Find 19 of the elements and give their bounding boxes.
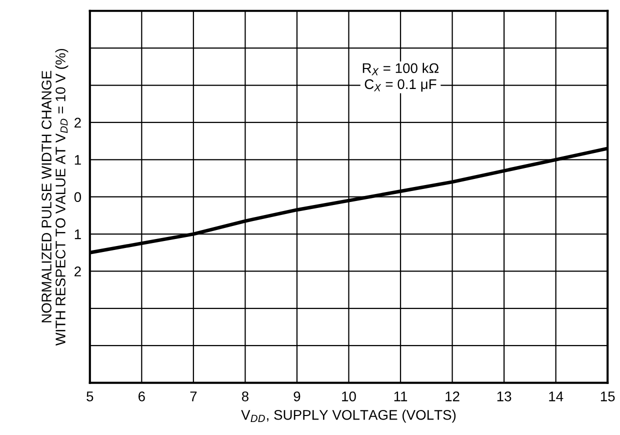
x-axis-title: V$_{DD}$, SUPPLY VOLTAGE (VOLTS) bbox=[241, 410, 456, 423]
x-tick-label: 7 bbox=[190, 392, 197, 402]
y-axis-title: NORMALIZED PULSE WIDTH CHANGE WITH RESPECT TO VALUE AT V$_{DD}$ = 10 V (%) bbox=[42, 48, 68, 346]
x-tick-label: 10 bbox=[342, 392, 356, 402]
y-tick-label: 0 bbox=[74, 192, 82, 202]
y-tick-label: 1 bbox=[74, 230, 81, 240]
x-tick-label: 12 bbox=[446, 392, 460, 402]
x-tick-label: 5 bbox=[86, 392, 94, 402]
y-tick-label: 2 bbox=[74, 118, 81, 128]
x-tick-label: 13 bbox=[497, 392, 512, 402]
x-tick-label: 6 bbox=[138, 392, 145, 402]
x-tick-label: 14 bbox=[549, 392, 564, 402]
x-tick-label: 15 bbox=[600, 392, 615, 402]
annotation: R$_{X}$ = 100 kΩ C$_{X}$ = 0.1 μF bbox=[362, 62, 439, 92]
x-tick-label: 11 bbox=[394, 392, 408, 402]
y-tick-label: 2 bbox=[74, 266, 81, 276]
y-tick-label: 1 bbox=[74, 155, 81, 165]
x-tick-label: 9 bbox=[294, 392, 300, 402]
x-tick-label: 8 bbox=[242, 392, 248, 402]
